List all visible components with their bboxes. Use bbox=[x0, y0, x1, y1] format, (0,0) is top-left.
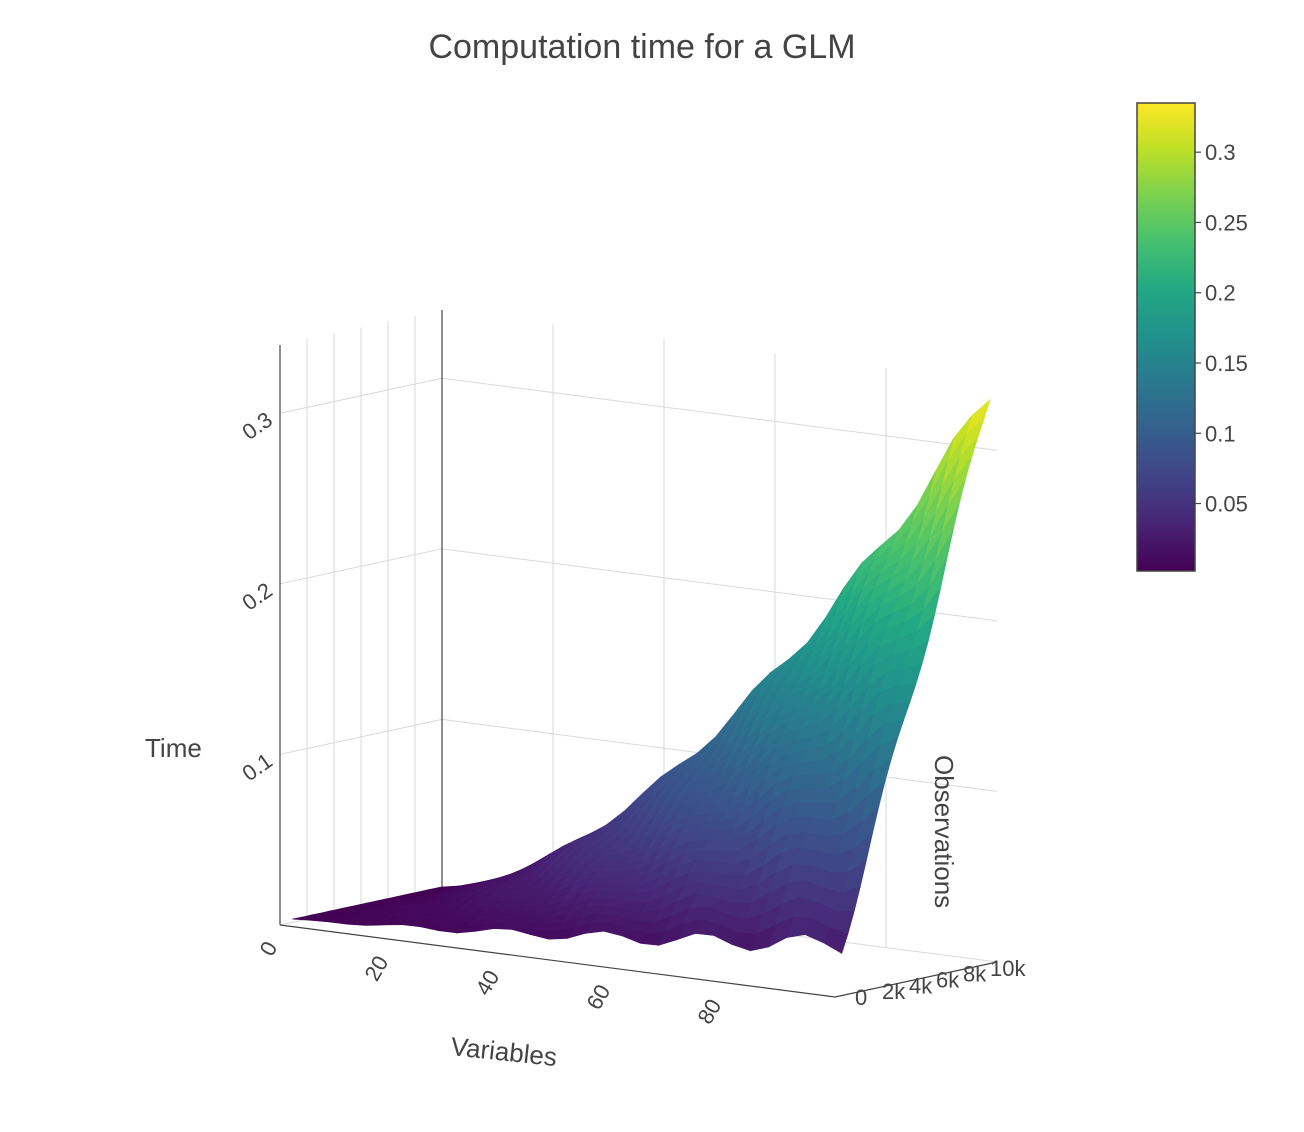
x-axis-line bbox=[279, 924, 836, 998]
z-tick-label: 0.2 bbox=[237, 577, 276, 615]
z-axis-title: Time bbox=[145, 733, 202, 763]
x-tick-label: 40 bbox=[470, 966, 504, 1000]
colorbar: 0.05 0.1 0.15 0.2 0.25 0.3 bbox=[1136, 102, 1248, 572]
x-tick-label: 60 bbox=[581, 980, 615, 1014]
z-tick-label: 0.1 bbox=[237, 748, 276, 786]
x-tick-label: 80 bbox=[692, 995, 726, 1029]
y-tick-label: 10k bbox=[990, 956, 1026, 981]
x-tick-label: 0 bbox=[255, 937, 283, 960]
colorbar-gradient bbox=[1136, 102, 1196, 572]
y-tick-label: 0 bbox=[855, 985, 867, 1010]
axis-lines bbox=[279, 310, 998, 998]
surface-patch bbox=[292, 917, 317, 921]
grid-line bbox=[441, 377, 998, 451]
y-tick-label: 6k bbox=[936, 968, 960, 993]
z-tick-label: 0.3 bbox=[237, 407, 276, 445]
colorbar-tick-label: 0.25 bbox=[1205, 210, 1248, 235]
chart-title: Computation time for a GLM bbox=[428, 28, 855, 66]
colorbar-tick-label: 0.3 bbox=[1205, 140, 1236, 165]
grid-line bbox=[279, 377, 443, 414]
colorbar-tick-label: 0.1 bbox=[1205, 421, 1236, 446]
y-tick-label: 2k bbox=[882, 979, 906, 1004]
colorbar-tick-label: 0.2 bbox=[1205, 281, 1236, 306]
colorbar-tick-label: 0.05 bbox=[1205, 492, 1248, 517]
grid-line bbox=[279, 718, 443, 755]
y-axis-line bbox=[834, 961, 998, 998]
x-axis-title: Variables bbox=[449, 1031, 558, 1072]
grid-line bbox=[279, 548, 443, 585]
y-tick-label: 4k bbox=[909, 973, 933, 998]
y-tick-label: 8k bbox=[963, 962, 987, 987]
surface-mesh bbox=[292, 398, 991, 954]
colorbar-ticks: 0.05 0.1 0.15 0.2 0.25 0.3 bbox=[1195, 140, 1248, 517]
x-tick-label: 20 bbox=[359, 951, 393, 985]
colorbar-tick-label: 0.15 bbox=[1205, 351, 1248, 376]
y-axis-title: Observations bbox=[929, 755, 959, 908]
